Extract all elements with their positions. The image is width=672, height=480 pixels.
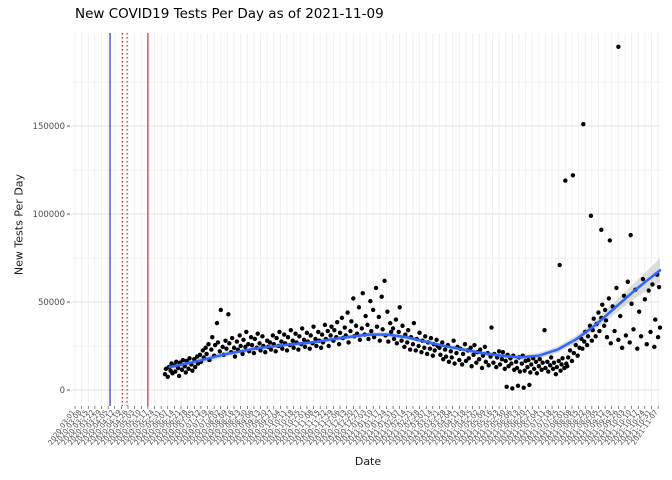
svg-text:150000: 150000 xyxy=(33,122,65,132)
svg-text:50000: 50000 xyxy=(38,298,65,308)
scatter-points xyxy=(162,44,663,391)
y-axis-title: New Tests Per Day xyxy=(12,173,26,276)
axis-layer: 0500001000001500002020-03-012020-03-0820… xyxy=(33,122,660,446)
x-axis-title: Date xyxy=(354,455,382,468)
svg-text:0: 0 xyxy=(60,386,65,396)
vline-layer xyxy=(109,33,149,406)
svg-text:100000: 100000 xyxy=(33,210,65,220)
smooth-line xyxy=(168,269,662,369)
chart-title: New COVID19 Tests Per Day as of 2021-11-… xyxy=(75,6,384,22)
